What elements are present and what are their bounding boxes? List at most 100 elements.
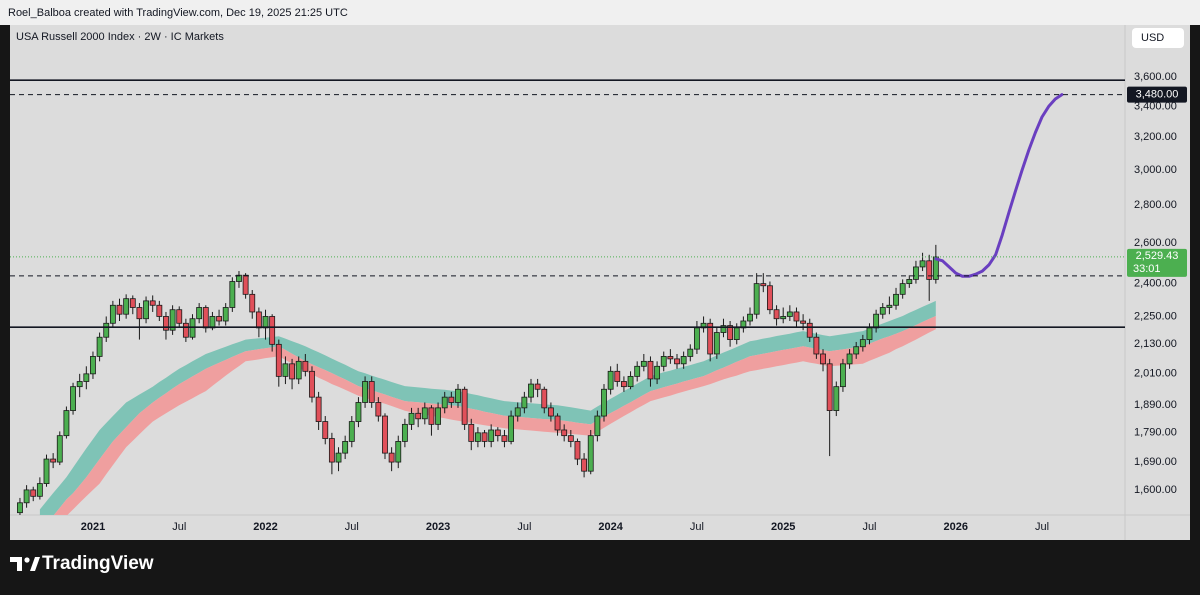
- y-tick-label: 3,400.00: [1134, 100, 1177, 112]
- candle-body: [541, 388, 548, 409]
- candle-body: [879, 307, 886, 315]
- currency-button[interactable]: [1132, 28, 1184, 48]
- y-tick-label: 2,130.00: [1134, 338, 1177, 350]
- candle-body: [840, 363, 846, 388]
- candle-body: [448, 396, 455, 403]
- candle-body: [17, 502, 23, 514]
- x-tick-label: Jul: [862, 521, 876, 533]
- candle-body: [76, 381, 83, 388]
- candle-body: [401, 423, 408, 442]
- candle-body: [780, 316, 787, 320]
- last-price-label: 2,529.43: [1136, 250, 1179, 262]
- candle-body: [242, 274, 249, 295]
- y-tick-label: 3,200.00: [1134, 131, 1177, 143]
- candle-body: [116, 304, 123, 315]
- candle-body: [932, 256, 939, 280]
- candle-body: [309, 370, 315, 398]
- candle-body: [289, 363, 295, 380]
- candle-body: [674, 358, 680, 365]
- brand-name: TradingView: [42, 553, 154, 574]
- candle-body: [348, 421, 355, 442]
- x-tick-label: Jul: [172, 521, 186, 533]
- candle-body: [209, 316, 216, 329]
- candle-body: [620, 381, 627, 388]
- candle-body: [680, 356, 687, 365]
- logo-shape: [30, 557, 40, 571]
- x-tick-label: Jul: [517, 521, 531, 533]
- y-tick-label: 1,790.00: [1134, 427, 1177, 439]
- candle-body: [640, 360, 647, 367]
- candle-body: [820, 353, 826, 365]
- candle-body: [43, 458, 50, 484]
- logo-shape: [10, 557, 22, 571]
- candle-body: [693, 327, 700, 350]
- attribution: Roel_Balboa created with TradingView.com…: [8, 7, 348, 19]
- candle-body: [514, 407, 521, 417]
- candle-body: [90, 356, 96, 375]
- candle-body: [441, 396, 448, 409]
- candle-body: [687, 348, 694, 357]
- candle-body: [581, 458, 588, 472]
- candle-body: [859, 339, 866, 348]
- candle-body: [601, 388, 607, 417]
- candle-body: [508, 415, 515, 442]
- candle-body: [249, 293, 256, 313]
- candle-body: [554, 415, 561, 431]
- candle-body: [607, 370, 614, 390]
- y-tick-label: 2,600.00: [1134, 237, 1177, 249]
- candle-body: [547, 407, 554, 417]
- y-tick-label: 2,800.00: [1134, 199, 1177, 211]
- ribbon-lower-band: [53, 316, 936, 515]
- candle-body: [103, 322, 110, 338]
- candle-body: [176, 309, 183, 324]
- candle-body: [833, 386, 840, 411]
- candle-body: [129, 298, 136, 308]
- candle-body: [395, 441, 402, 463]
- candle-body: [362, 381, 368, 403]
- candle-body: [773, 309, 780, 320]
- candle-body: [149, 300, 156, 306]
- currency-label: USD: [1141, 32, 1164, 44]
- candle-body: [136, 307, 143, 320]
- candle-body: [654, 365, 661, 380]
- candle-body: [368, 381, 375, 403]
- candle-body: [382, 415, 388, 454]
- candle-body: [826, 363, 833, 411]
- candle-body: [528, 383, 534, 398]
- y-tick-label: 3,600.00: [1134, 71, 1177, 83]
- candle-body: [269, 316, 276, 345]
- candle-body: [913, 266, 919, 280]
- candle-body: [574, 441, 581, 460]
- candle-body: [222, 307, 229, 322]
- last-price-countdown: 33:01: [1133, 263, 1161, 275]
- candle-body: [727, 325, 734, 340]
- candle-body: [56, 435, 63, 463]
- y-tick-label: 1,690.00: [1134, 456, 1177, 468]
- candle-body: [355, 402, 362, 422]
- candle-body: [481, 432, 488, 442]
- candle-body: [760, 283, 767, 287]
- candle-body: [733, 327, 740, 340]
- candle-body: [853, 346, 860, 355]
- candle-body: [634, 365, 641, 377]
- candle-body: [627, 375, 634, 388]
- x-tick-label: 2026: [944, 521, 968, 533]
- candle-body: [123, 298, 130, 315]
- candle-body: [713, 332, 720, 355]
- candle-body: [919, 260, 926, 268]
- candle-body: [295, 360, 302, 380]
- candle-body: [594, 415, 601, 437]
- candle-body: [906, 278, 913, 285]
- candle-body: [50, 458, 57, 463]
- candle-body: [926, 260, 933, 280]
- candle-body: [216, 316, 222, 322]
- candle-body: [614, 370, 621, 382]
- candle-body: [255, 311, 262, 329]
- candle-body: [63, 410, 70, 437]
- candle-body: [866, 327, 873, 340]
- candle-body: [30, 489, 37, 497]
- candle-body: [786, 311, 793, 317]
- candle-body: [375, 402, 382, 417]
- candle-body: [428, 407, 435, 425]
